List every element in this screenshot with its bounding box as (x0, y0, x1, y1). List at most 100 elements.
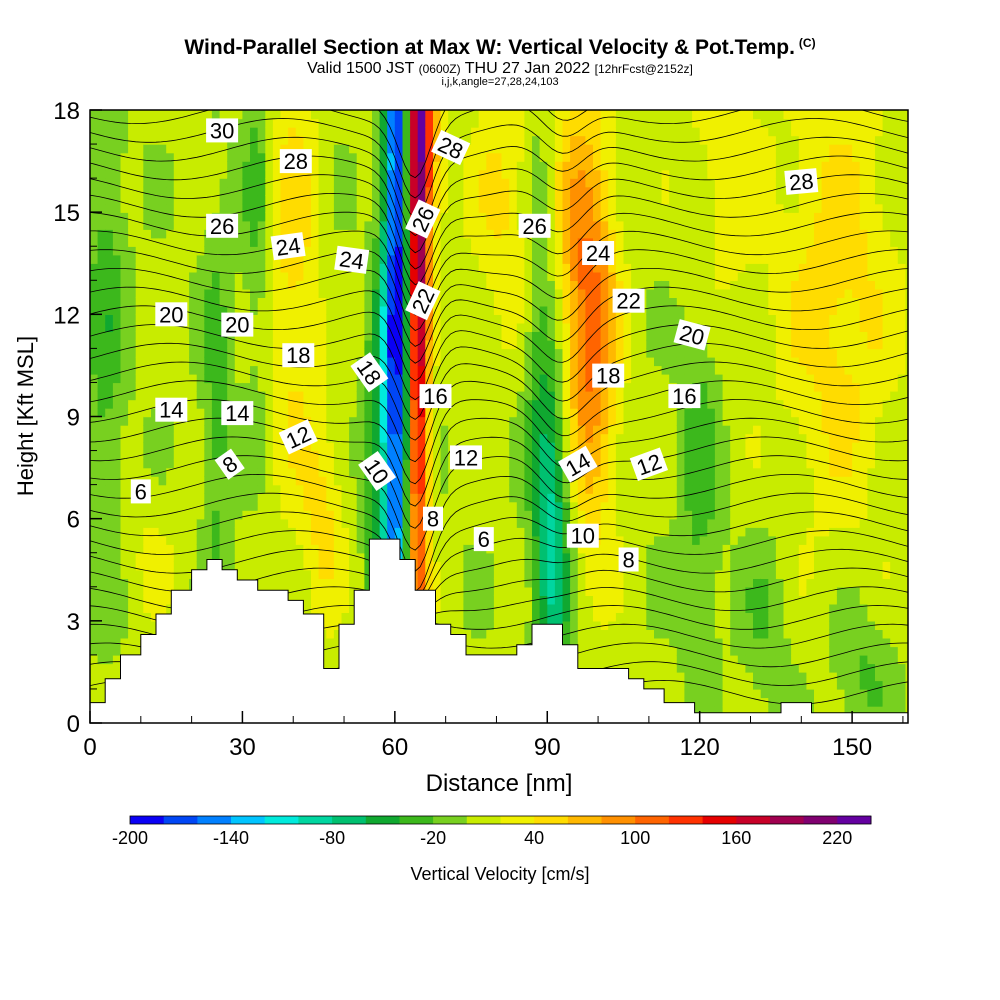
velocity-cell (463, 186, 472, 196)
velocity-cell (562, 442, 571, 452)
velocity-cell (463, 314, 472, 324)
velocity-cell (173, 493, 183, 503)
velocity-cell (272, 544, 282, 554)
velocity-cell (333, 212, 343, 222)
velocity-cell (539, 408, 548, 418)
velocity-cell (577, 399, 587, 409)
velocity-cell (250, 280, 259, 290)
velocity-cell (463, 493, 472, 503)
velocity-cell (493, 195, 503, 205)
velocity-cell (227, 518, 236, 528)
velocity-cell (120, 212, 129, 222)
velocity-cell (234, 339, 244, 350)
velocity-cell (593, 459, 602, 469)
velocity-cell (425, 442, 434, 452)
velocity-cell (151, 339, 160, 350)
velocity-cell (516, 399, 526, 409)
velocity-cell (379, 450, 388, 460)
velocity-cell (333, 382, 343, 392)
velocity-cell (280, 118, 289, 128)
velocity-cell (189, 493, 198, 503)
velocity-cell (234, 552, 244, 562)
velocity-cell (265, 391, 274, 401)
velocity-cell (173, 152, 183, 162)
velocity-cell (577, 433, 587, 443)
velocity-cell (311, 331, 320, 341)
velocity-cell (532, 365, 541, 375)
velocity-cell (250, 144, 259, 154)
velocity-cell (356, 416, 365, 426)
velocity-cell (402, 152, 411, 162)
velocity-cell (311, 356, 320, 367)
velocity-cell (372, 280, 381, 290)
velocity-cell (227, 365, 236, 375)
velocity-cell (333, 527, 343, 537)
velocity-cell (349, 527, 358, 537)
velocity-cell (272, 297, 282, 307)
velocity-cell (539, 186, 548, 196)
velocity-cell (280, 535, 289, 545)
velocity-cell (333, 501, 343, 511)
velocity-cell (341, 578, 350, 588)
velocity-cell (547, 552, 556, 562)
velocity-cell (333, 442, 343, 452)
velocity-cell (577, 637, 587, 648)
velocity-cell (219, 510, 228, 520)
velocity-cell (539, 518, 548, 528)
velocity-cell (272, 110, 282, 120)
velocity-cell (318, 127, 327, 137)
velocity-cell (425, 433, 434, 443)
velocity-cell (143, 527, 152, 537)
velocity-cell (280, 135, 289, 145)
velocity-cell (425, 152, 434, 162)
velocity-cell (356, 425, 365, 435)
velocity-cell (181, 433, 190, 443)
velocity-cell (471, 510, 480, 520)
velocity-cell (577, 271, 587, 281)
velocity-cell (333, 552, 343, 562)
velocity-cell (585, 373, 594, 384)
velocity-cell (608, 603, 617, 613)
velocity-cell (265, 459, 274, 469)
velocity-cell (295, 186, 305, 196)
velocity-cell (478, 186, 487, 196)
velocity-cell (204, 339, 213, 350)
velocity-cell (189, 331, 198, 341)
velocity-cell (211, 110, 221, 120)
velocity-cell (433, 314, 442, 324)
velocity-cell (105, 280, 114, 290)
velocity-cell (120, 356, 129, 367)
velocity-cell (128, 280, 137, 290)
velocity-cell (97, 612, 106, 622)
velocity-cell (524, 263, 533, 273)
velocity-cell (326, 254, 335, 264)
velocity-cell (516, 484, 526, 494)
velocity-cell (227, 484, 236, 494)
velocity-cell (402, 161, 411, 171)
velocity-cell (600, 271, 609, 281)
velocity-cell (577, 110, 587, 120)
velocity-cell (433, 467, 442, 477)
velocity-cell (600, 408, 609, 418)
velocity-cell (379, 518, 388, 528)
velocity-cell (364, 433, 373, 443)
velocity-cell (311, 365, 320, 375)
velocity-cell (539, 127, 548, 137)
velocity-cell (433, 254, 442, 264)
velocity-cell (227, 246, 236, 256)
velocity-cell (501, 203, 510, 213)
velocity-cell (318, 518, 327, 528)
velocity-cell (250, 476, 259, 486)
velocity-cell (311, 459, 320, 469)
velocity-cell (349, 195, 358, 205)
velocity-cell (143, 186, 152, 196)
velocity-cell (211, 425, 221, 435)
velocity-cell (463, 161, 472, 171)
velocity-cell (318, 314, 327, 324)
velocity-cell (97, 280, 106, 290)
velocity-cell (128, 603, 137, 613)
velocity-cell (219, 391, 228, 401)
velocity-cell (379, 212, 388, 222)
velocity-cell (532, 169, 541, 179)
velocity-cell (554, 305, 564, 315)
